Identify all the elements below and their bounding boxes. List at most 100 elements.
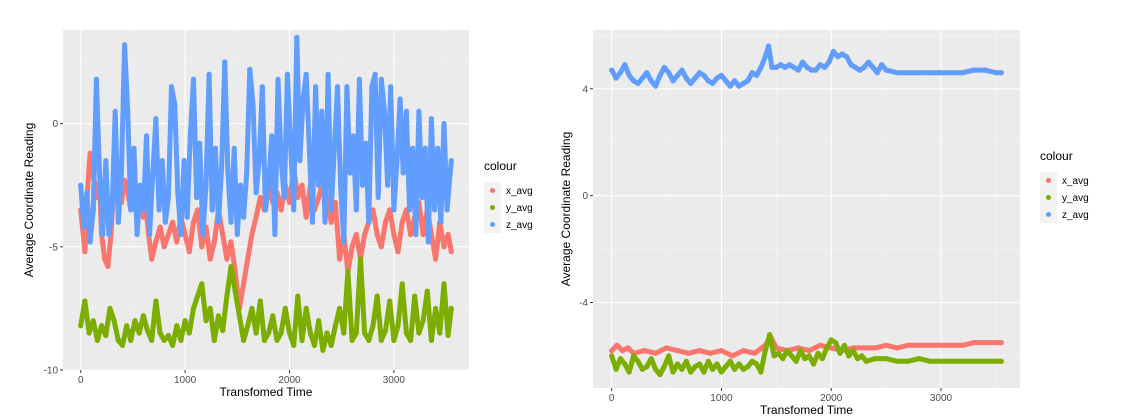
data-point-z-avg [369,84,375,90]
data-point-z-avg [93,76,99,82]
data-point-z-avg [168,84,175,90]
data-point-y-avg [316,318,322,324]
data-point-y-avg [103,332,109,339]
data-point-z-avg [786,62,793,68]
data-point-z-avg [938,70,944,76]
data-point-y-avg [949,358,955,364]
data-point-x-avg [241,281,247,287]
x-tick-label: 1000 [174,375,197,386]
data-point-y-avg [762,348,768,354]
data-point-x-avg [391,231,397,238]
data-point-z-avg [894,70,900,76]
data-point-z-avg [613,75,619,81]
data-point-y-avg [828,337,834,343]
data-point-x-avg [224,256,230,262]
data-point-x-avg [278,207,284,213]
data-point-z-avg [879,62,885,68]
axis-ticks: 0 1000 2000 3000 -10 -5 0 [44,119,406,386]
data-point-z-avg [147,231,153,238]
data-point-x-avg [207,256,213,262]
data-point-x-avg [642,348,648,354]
data-point-y-avg [241,337,247,343]
data-point-z-avg [203,182,209,188]
data-point-x-avg [872,345,878,351]
data-point-y-avg [428,337,434,343]
data-point-x-avg [663,345,670,351]
data-point-y-avg [291,342,297,348]
data-point-y-avg [872,356,878,362]
series-x-avg [609,334,1004,359]
data-point-y-avg [850,348,856,354]
data-point-z-avg [269,133,275,139]
data-point-y-avg [224,293,230,299]
data-point-y-avg [157,330,163,336]
data-point-z-avg [692,75,698,81]
data-point-y-avg [982,358,988,364]
data-point-z-avg [122,42,128,48]
data-point-x-avg [186,249,192,255]
data-point-z-avg [184,214,190,220]
data-point-y-avg [115,337,121,343]
data-point-z-avg [438,219,444,225]
data-point-x-avg [998,340,1004,346]
data-point-y-avg [775,350,782,356]
data-point-z-avg [971,67,977,73]
data-point-y-avg [82,298,88,304]
data-point-z-avg [795,67,801,73]
data-point-x-avg [349,244,355,250]
data-point-z-avg [313,84,319,90]
data-point-z-avg [125,108,131,114]
data-point-y-avg [382,328,389,334]
data-point-y-avg [437,330,443,336]
data-point-y-avg [136,330,142,336]
data-point-y-avg [863,358,869,364]
x-tick-label: 2000 [820,393,843,404]
data-point-z-avg [394,158,400,164]
data-point-x-avg [696,348,703,354]
data-point-z-avg [773,64,779,70]
data-point-z-avg [356,76,362,82]
data-point-z-avg [256,158,262,164]
data-point-y-avg [661,364,667,370]
data-point-y-avg [657,372,663,378]
data-point-y-avg [111,318,117,324]
data-point-y-avg [387,298,393,304]
data-point-z-avg [857,67,863,73]
data-point-y-avg [249,305,255,311]
data-point-z-avg [209,207,215,213]
data-point-y-avg [257,298,263,304]
data-point-z-avg [231,145,237,151]
legend-label-x-avg: x_avg [1062,176,1089,187]
data-point-z-avg [90,207,96,213]
data-point-z-avg [723,78,729,84]
data-point-y-avg [771,353,777,359]
data-point-x-avg [149,256,155,262]
data-point-y-avg [683,358,689,364]
y-tick-label: -5 [49,242,58,253]
data-point-z-avg [228,219,234,225]
y-axis-title: Average Coordinate Reading [22,123,36,278]
data-point-z-avg [165,194,171,201]
data-point-z-avg [100,231,106,238]
data-point-y-avg [723,364,729,370]
data-point-z-avg [444,207,450,213]
data-point-y-avg [802,356,808,362]
data-point-y-avg [609,353,615,359]
data-point-y-avg [622,361,628,367]
data-point-y-avg [90,318,96,324]
right-chart: 0 1000 2000 3000 -4 0 4 Transfomed Time Averag… [559,30,1089,417]
data-point-y-avg [165,332,171,339]
data-point-x-avg [374,231,380,238]
data-point-z-avg [215,219,222,225]
data-point-z-avg [388,84,394,90]
legend-key-z-avg [490,222,495,227]
data-point-z-avg [400,170,406,176]
data-point-y-avg [391,337,397,343]
data-point-z-avg [861,64,867,70]
data-point-y-avg [448,305,454,311]
data-point-z-avg [300,96,306,102]
data-point-y-avg [784,348,790,354]
data-point-x-avg [102,256,108,262]
x-axis-title: Transfomed Time [220,385,313,399]
data-point-z-avg [425,239,431,245]
